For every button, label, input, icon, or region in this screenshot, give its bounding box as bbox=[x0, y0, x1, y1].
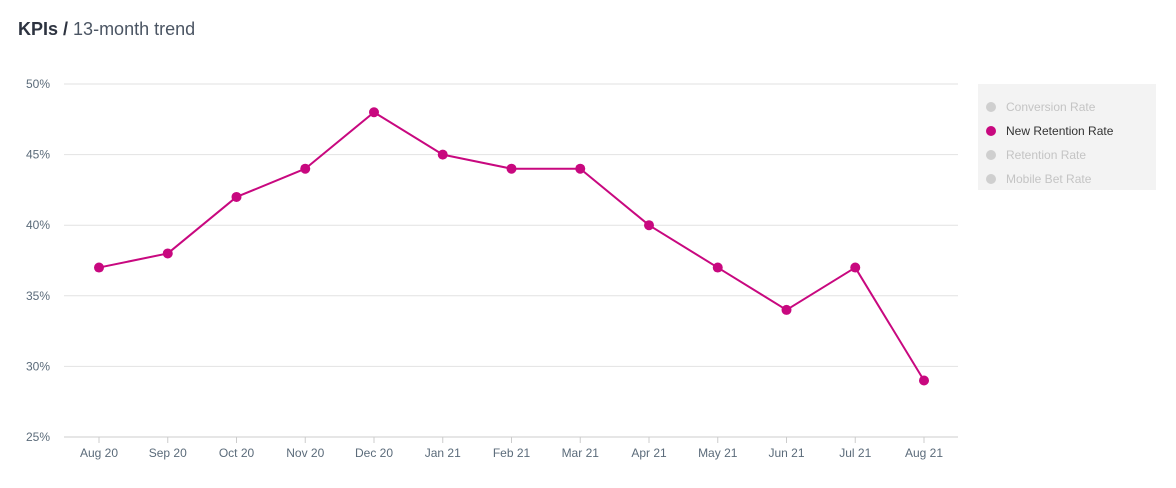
y-tick-label: 35% bbox=[26, 289, 50, 303]
x-tick-label: Feb 21 bbox=[493, 446, 531, 460]
data-point bbox=[94, 262, 104, 273]
x-tick-label: Nov 20 bbox=[286, 446, 324, 460]
legend-item[interactable]: New Retention Rate bbox=[978, 119, 1156, 143]
y-tick-label: 50% bbox=[26, 77, 50, 91]
series-line bbox=[98, 111, 925, 382]
x-tick-label: Jan 21 bbox=[425, 446, 461, 460]
legend-label: Conversion Rate bbox=[1006, 100, 1096, 114]
legend-marker-icon bbox=[986, 150, 996, 160]
x-tick-label: Sep 20 bbox=[149, 446, 187, 460]
x-tick-label: Aug 21 bbox=[905, 446, 943, 460]
x-tick-label: Mar 21 bbox=[562, 446, 600, 460]
title-subtitle: 13-month trend bbox=[73, 19, 196, 39]
data-point bbox=[712, 262, 723, 273]
legend-label: Retention Rate bbox=[1006, 148, 1087, 162]
y-tick-label: 40% bbox=[26, 218, 50, 232]
x-tick-label: Aug 20 bbox=[80, 446, 118, 460]
y-tick-label: 30% bbox=[26, 359, 50, 373]
x-tick-label: Apr 21 bbox=[631, 446, 667, 460]
page-title: KPIs / 13-month trend bbox=[18, 19, 195, 40]
data-point bbox=[437, 149, 448, 160]
y-tick-label: 45% bbox=[26, 148, 50, 162]
data-point bbox=[369, 107, 379, 118]
y-tick-label: 25% bbox=[26, 430, 50, 444]
data-point bbox=[506, 163, 517, 174]
data-point bbox=[850, 262, 861, 273]
legend-marker-icon bbox=[986, 174, 996, 184]
chart-legend: Conversion Rate New Retention Rate Retenti… bbox=[978, 84, 1156, 190]
x-tick-label: Jul 21 bbox=[839, 446, 871, 460]
legend-label: Mobile Bet Rate bbox=[1006, 172, 1092, 186]
x-tick-label: Dec 20 bbox=[355, 446, 393, 460]
legend-marker-icon bbox=[986, 102, 996, 112]
legend-item[interactable]: Conversion Rate bbox=[978, 95, 1156, 119]
data-point bbox=[162, 248, 173, 259]
x-tick-label: May 21 bbox=[698, 446, 738, 460]
data-point bbox=[231, 191, 242, 202]
legend-item[interactable]: Mobile Bet Rate bbox=[978, 167, 1156, 191]
data-point bbox=[781, 304, 792, 315]
legend-marker-icon bbox=[986, 126, 996, 136]
data-point bbox=[919, 375, 929, 386]
x-tick-label: Oct 20 bbox=[219, 446, 255, 460]
title-kpis: KPIs / bbox=[18, 19, 69, 39]
x-tick-label: Jun 21 bbox=[768, 446, 804, 460]
legend-label: New Retention Rate bbox=[1006, 124, 1114, 138]
data-point bbox=[644, 220, 654, 231]
legend-item[interactable]: Retention Rate bbox=[978, 143, 1156, 167]
data-point bbox=[300, 163, 311, 174]
data-point bbox=[575, 163, 586, 174]
